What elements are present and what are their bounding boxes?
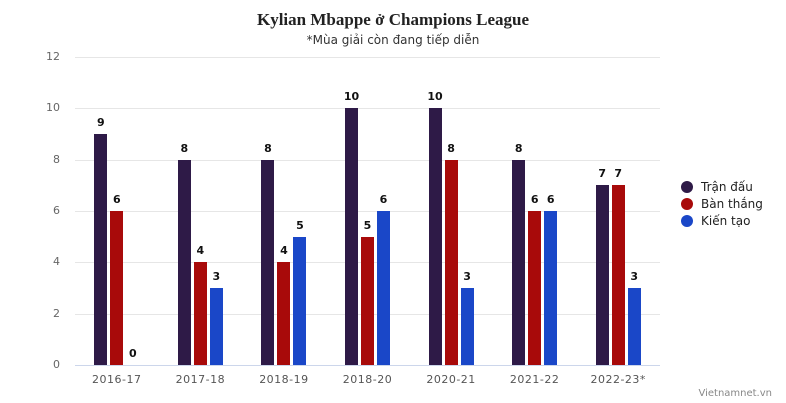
data-label: 4 xyxy=(196,244,205,258)
legend-label: Kiến tạo xyxy=(701,213,751,228)
bar[interactable] xyxy=(261,159,275,365)
y-tick-label: 0 xyxy=(53,358,60,371)
bar[interactable] xyxy=(611,185,625,365)
gridline xyxy=(75,211,660,212)
legend-item[interactable]: Kiến tạo xyxy=(681,212,763,229)
data-label: 6 xyxy=(530,193,539,206)
data-label: 6 xyxy=(379,193,388,206)
chart-subtitle: *Mùa giải còn đang tiếp diễn xyxy=(306,33,480,47)
data-label: 8 xyxy=(264,141,272,155)
x-tick-label: 2020-21 xyxy=(426,373,476,386)
x-axis-line xyxy=(75,365,660,366)
bar[interactable] xyxy=(544,211,558,365)
y-tick-label: 12 xyxy=(46,50,60,63)
gridline xyxy=(75,159,660,161)
y-tick-label: 8 xyxy=(53,152,60,166)
y-tick-label: 4 xyxy=(53,255,60,269)
legend-label: Trận đấu xyxy=(701,179,753,194)
chart-title: Kylian Mbappe ở Champions League xyxy=(256,10,530,29)
legend-dot-icon xyxy=(681,180,693,193)
legend-dot-icon xyxy=(681,197,693,210)
bar[interactable] xyxy=(277,262,291,365)
data-label: 8 xyxy=(180,141,189,155)
data-label: 7 xyxy=(598,167,607,181)
x-tick-label: 2016-17 xyxy=(92,373,142,386)
data-label: 6 xyxy=(112,193,121,206)
legend-dot-icon xyxy=(681,214,693,227)
bar[interactable] xyxy=(512,159,526,365)
y-tick-label: 6 xyxy=(53,204,60,217)
data-label: 9 xyxy=(96,116,105,129)
source-credit: Vietnamnet.vn xyxy=(698,388,772,399)
data-label: 6 xyxy=(546,193,555,206)
x-tick-label: 2018-19 xyxy=(259,373,309,386)
x-tick-label: 2017-18 xyxy=(175,373,226,386)
bar[interactable] xyxy=(460,288,474,365)
legend-item[interactable]: Bàn thắng xyxy=(681,195,763,212)
data-label: 3 xyxy=(463,270,471,283)
bar[interactable] xyxy=(193,262,207,365)
bar[interactable] xyxy=(377,211,390,365)
data-label: 3 xyxy=(630,270,639,283)
bar[interactable] xyxy=(177,159,191,365)
gridline xyxy=(75,57,660,58)
bar[interactable] xyxy=(444,159,458,365)
bar[interactable] xyxy=(361,236,374,365)
x-tick-label: 2021-22 xyxy=(509,373,560,386)
data-label: 0 xyxy=(128,347,137,360)
data-label: 5 xyxy=(363,218,372,232)
bar[interactable] xyxy=(209,288,223,365)
legend-item[interactable]: Trận đấu xyxy=(681,178,763,195)
x-tick-label: 2018-20 xyxy=(342,373,393,386)
legend-label: Bàn thắng xyxy=(701,196,763,211)
bar[interactable] xyxy=(110,211,124,365)
data-label: 3 xyxy=(212,270,221,283)
data-label: 10 xyxy=(343,90,360,104)
gridline xyxy=(75,108,660,110)
bar[interactable] xyxy=(345,108,358,365)
data-label: 8 xyxy=(514,141,523,155)
bar[interactable] xyxy=(595,185,609,365)
bar[interactable] xyxy=(528,211,542,365)
bar[interactable] xyxy=(94,134,108,365)
data-label: 5 xyxy=(296,218,304,232)
bar[interactable] xyxy=(293,236,307,365)
legend: Trận đấu Bàn thắng Kiến tạo xyxy=(681,178,763,229)
bar[interactable] xyxy=(627,288,641,365)
data-label: 8 xyxy=(447,141,455,155)
data-label: 10 xyxy=(427,90,443,104)
data-label: 4 xyxy=(280,244,288,258)
y-tick-label: 2 xyxy=(53,306,60,320)
bar[interactable] xyxy=(428,108,442,365)
data-label: 7 xyxy=(614,167,623,181)
y-tick-label: 10 xyxy=(46,101,60,115)
x-tick-label: 2022-23* xyxy=(590,373,646,386)
